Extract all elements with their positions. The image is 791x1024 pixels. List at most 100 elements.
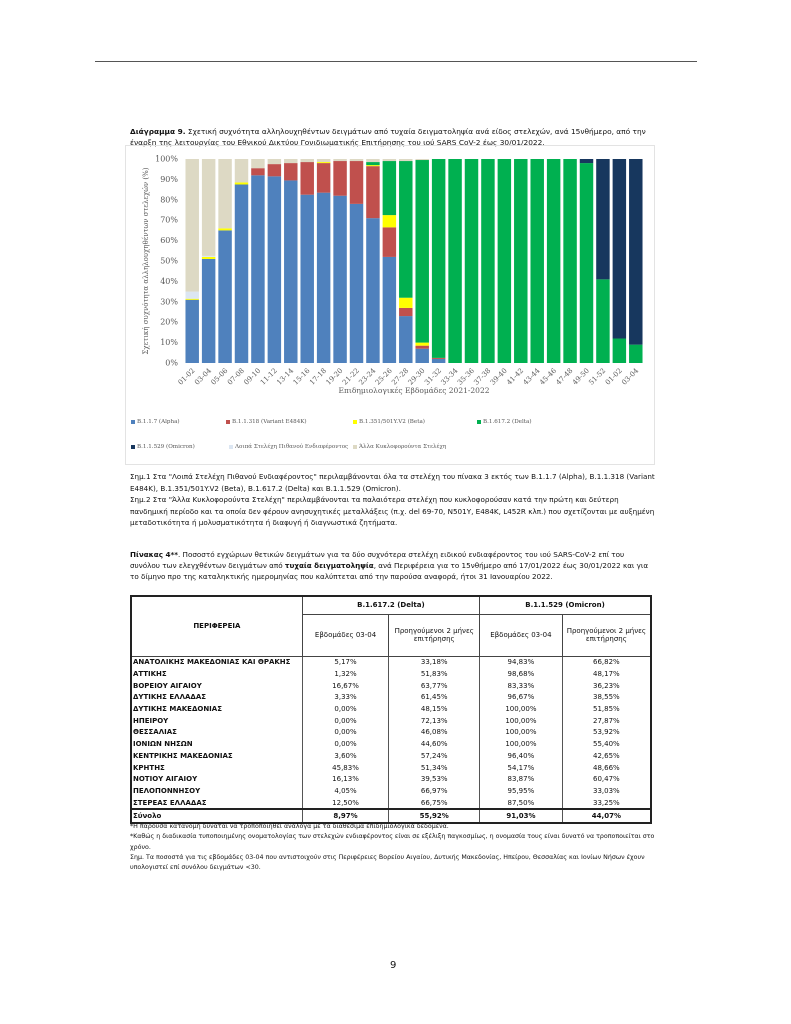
- bar-segment: [267, 164, 282, 177]
- x-tick-label: 43-44: [522, 366, 542, 386]
- bar-segment: [596, 159, 610, 280]
- x-tick-label: 29-30: [407, 367, 427, 387]
- bar-segment: [251, 159, 265, 169]
- region-table: ΠΕΡΙΦΕΡΕΙΑ B.1.617.2 (Delta) B.1.1.529 (…: [130, 595, 652, 825]
- percent-cell: 95,95%: [479, 785, 563, 797]
- bar-segment: [546, 159, 561, 363]
- percent-cell: 100,00%: [479, 703, 563, 715]
- table-row: ΗΠΕΙΡΟΥ 0,00% 72,13% 100,00% 27,87%: [130, 714, 652, 727]
- bar-segment: [300, 194, 314, 363]
- legend-label: B.1.617.2 (Delta): [483, 419, 532, 425]
- x-tick-label: 37-38: [472, 367, 492, 387]
- bar-segment: [267, 176, 282, 363]
- bar-segment: [201, 256, 216, 259]
- percent-cell: 1,32%: [301, 668, 390, 680]
- region-name: ΒΟΡΕΙΟΥ ΑΙΓΑΙΟΥ: [130, 679, 303, 692]
- percent-cell: 16,13%: [301, 773, 390, 786]
- x-tick-label: 05-06: [210, 366, 230, 386]
- table-row: ΣΤΕΡΕΑΣ ΕΛΛΑΔΑΣ 12,50% 66,75% 87,50% 33,25%: [130, 796, 652, 810]
- legend-label: B.1.351/501Y.V2 (Beta): [359, 419, 425, 425]
- bar-segment: [579, 159, 594, 164]
- percent-cell: 54,17%: [479, 761, 563, 774]
- y-tick-label: 70%: [160, 216, 178, 225]
- percent-cell: 33,25%: [561, 796, 652, 810]
- footnotes: *Η παρούσα κατανομή δύναται να τροποποιη…: [130, 822, 655, 873]
- percent-cell: 0,00%: [301, 738, 390, 750]
- percent-cell: 63,77%: [388, 679, 481, 692]
- legend-swatch: [477, 420, 481, 424]
- bar-segment: [251, 168, 265, 176]
- bar-segment: [431, 358, 446, 363]
- y-axis-title: Σχετική συχνότητα αλληλουχηθέντων στελεχ…: [142, 167, 150, 354]
- note-2: Σημ.2 Στα "Άλλα Κυκλοφορούντα Στελέχη" π…: [130, 495, 655, 527]
- group-header-delta: B.1.617.2 (Delta): [301, 595, 481, 615]
- x-tick-label: 17-18: [308, 367, 328, 387]
- y-tick-label: 90%: [160, 175, 178, 184]
- y-tick-label: 30%: [160, 297, 178, 306]
- x-tick-label: 07-08: [226, 367, 246, 387]
- header-rule: [95, 61, 697, 62]
- percent-cell: 51,85%: [561, 703, 652, 715]
- percent-cell: 0,00%: [301, 703, 390, 715]
- percent-cell: 96,67%: [479, 691, 563, 704]
- percent-cell: 100,00%: [479, 738, 563, 750]
- bar-segment: [629, 344, 643, 363]
- table-caption-bold: τυχαία δειγματοληψία: [284, 561, 374, 570]
- bar-segment: [629, 159, 643, 345]
- percent-cell: 16,67%: [301, 679, 390, 692]
- bar-segment: [612, 159, 627, 339]
- percent-cell: 94,83%: [479, 656, 563, 669]
- bar-segment: [267, 159, 282, 165]
- x-tick-label: 11-12: [259, 367, 279, 387]
- percent-cell: 61,45%: [388, 691, 481, 704]
- x-tick-label: 01-02: [604, 367, 624, 387]
- bar-segment: [415, 345, 429, 349]
- bar-segment: [382, 256, 397, 363]
- footnote: Σημ. Τα ποσοστά για τις εβδομάδες 03-04 …: [130, 853, 645, 872]
- x-tick-label: 27-28: [390, 367, 410, 387]
- percent-cell: 5,17%: [301, 656, 390, 669]
- percent-cell: 57,24%: [388, 750, 481, 762]
- bar-segment: [316, 162, 331, 164]
- table-row: ΔΥΤΙΚΗΣ ΕΛΛΑΔΑΣ 3,33% 61,45% 96,67% 38,55%: [130, 691, 652, 704]
- region-name: ΑΝΑΤΟΛΙΚΗΣ ΜΑΚΕΔΟΝΙΑΣ ΚΑΙ ΘΡΑΚΗΣ: [130, 656, 303, 669]
- bar-segment: [333, 195, 347, 363]
- percent-cell: 45,83%: [301, 761, 390, 774]
- table-row: ΚΡΗΤΗΣ 45,83% 51,34% 54,17% 48,66%: [130, 761, 652, 774]
- bar-segment: [300, 159, 314, 163]
- percent-cell: 66,82%: [561, 656, 652, 669]
- percent-cell: 55,40%: [561, 738, 652, 750]
- bar-segment: [366, 165, 380, 167]
- table-caption-text: . Ποσοστό εγχώριων θετικών δειγμάτων για…: [130, 550, 625, 570]
- subheader: Εβδομάδες 03-04: [479, 613, 563, 657]
- y-tick-label: 10%: [160, 338, 178, 347]
- bar-segment: [399, 161, 413, 298]
- bar-segment: [234, 159, 249, 183]
- caption-label: Διάγραμμα 9.: [130, 127, 186, 136]
- bar-segment: [234, 184, 249, 363]
- percent-cell: 27,87%: [561, 714, 652, 727]
- region-name: ΑΤΤΙΚΗΣ: [130, 668, 303, 680]
- percent-cell: 39,53%: [388, 773, 481, 786]
- bar-segment: [201, 255, 216, 257]
- bar-segment: [399, 307, 413, 317]
- table-row: ΘΕΣΣΑΛΙΑΣ 0,00% 46,08% 100,00% 53,92%: [130, 726, 652, 739]
- percent-cell: 51,34%: [388, 761, 481, 774]
- percent-cell: 38,55%: [561, 691, 652, 704]
- chart-notes: Σημ.1 Στα "Λοιπά Στελέχη Πιθανού Ενδιαφέ…: [130, 471, 655, 529]
- x-tick-label: 35-36: [456, 366, 476, 386]
- table-row: ΒΟΡΕΙΟΥ ΑΙΓΑΙΟΥ 16,67% 63,77% 83,33% 36,23%: [130, 679, 652, 692]
- percent-cell: 3,33%: [301, 691, 390, 704]
- table-caption-label: Πίνακας 4**: [130, 550, 178, 559]
- legend-swatch: [353, 420, 357, 424]
- bar-segment: [300, 162, 314, 195]
- legend-item: B.1.1.7 (Alpha): [131, 419, 180, 425]
- bar-segment: [563, 159, 577, 363]
- percent-cell: 100,00%: [479, 726, 563, 739]
- y-tick-label: 0%: [165, 359, 178, 368]
- legend-label: B.1.1.7 (Alpha): [137, 419, 180, 425]
- legend-swatch: [229, 445, 233, 449]
- stacked-bar-chart: 0% 10% 20% 30% 40% 50% 60% 70% 80% 90% 100% 01-02 03…: [125, 145, 655, 465]
- y-tick-label: 50%: [160, 257, 178, 266]
